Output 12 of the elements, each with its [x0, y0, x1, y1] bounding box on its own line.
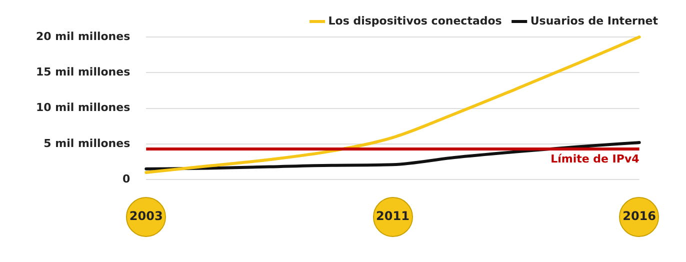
y-tick-label: 20 mil millones — [36, 30, 131, 43]
x-tick-label: 2003 — [129, 208, 163, 223]
ref-line-label: Límite de IPv4 — [550, 152, 640, 166]
y-tick-label: 15 mil millones — [36, 66, 131, 79]
y-tick-label: 0 — [122, 172, 130, 186]
line-series — [144, 36, 641, 174]
y-tick-label: 5 mil millones — [44, 136, 131, 150]
x-tick-label: 2011 — [376, 208, 410, 223]
legend-label: Los dispositivos conectados — [328, 14, 502, 28]
legend-label: Usuarios de Internet — [530, 14, 658, 28]
x-tick-label: 2016 — [622, 208, 656, 223]
y-tick-label: 10 mil millones — [36, 101, 131, 114]
